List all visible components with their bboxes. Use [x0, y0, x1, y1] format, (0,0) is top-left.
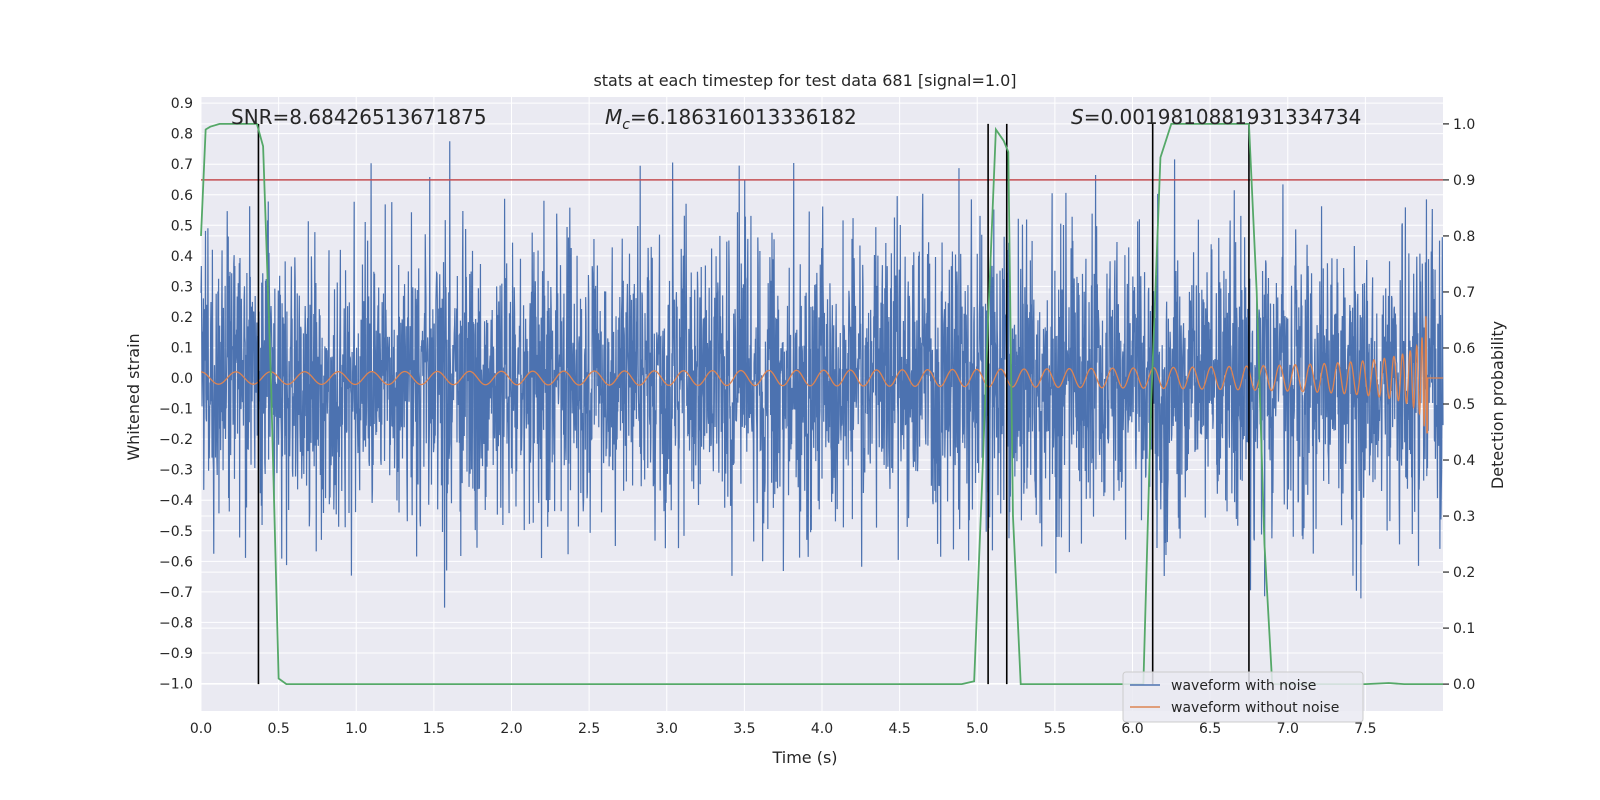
mc-subscript: c [622, 117, 630, 133]
y2-tick-label: 0.6 [1453, 341, 1475, 357]
y-tick-label: 0.4 [171, 249, 193, 265]
y2-tick-label: 0.1 [1453, 621, 1475, 637]
y2-tick-label: 0.3 [1453, 509, 1475, 525]
y-axis-label: Whitened strain [124, 333, 143, 460]
x-tick-label: 5.0 [966, 721, 988, 737]
mc-value: =6.186316013336182 [630, 105, 857, 129]
chirp-mass-annotation: Mc=6.186316013336182 [605, 105, 857, 133]
x-tick-label: 0.5 [267, 721, 289, 737]
series-waveform-without-noise [201, 316, 1443, 434]
y2-axis-ticks: 1.0 0.9 0.8 0.7 0.6 0.5 0.4 0.3 0.2 0.1 0.0 [1443, 117, 1475, 693]
y2-tick-label: 0.0 [1453, 677, 1475, 693]
plot-content [200, 122, 1444, 686]
y-tick-label: 0.3 [171, 279, 193, 295]
y-tick-label: −0.1 [159, 402, 193, 418]
y2-tick-label: 0.8 [1453, 229, 1475, 245]
series-detection-probability [200, 122, 1443, 686]
y-axis-ticks: 0.9 0.8 0.7 0.6 0.5 0.4 0.3 0.2 0.1 0.0 −0.1 −0.2 −0… [159, 96, 193, 692]
y-tick-label: 0.0 [171, 371, 193, 387]
mc-symbol: M [605, 105, 622, 129]
s-annotation: S=0.0019810881931334734 [1071, 105, 1361, 129]
legend: waveform with noise waveform without noi… [1122, 671, 1364, 723]
y-tick-label: −0.8 [159, 615, 193, 631]
x-tick-label: 5.5 [1044, 721, 1066, 737]
x-tick-label: 4.5 [888, 721, 910, 737]
y2-tick-label: 1.0 [1453, 117, 1475, 133]
y-tick-label: −0.6 [159, 554, 193, 570]
x-tick-label: 2.5 [578, 721, 600, 737]
s-value: =0.0019810881931334734 [1084, 105, 1362, 129]
x-tick-label: 7.0 [1277, 721, 1299, 737]
y-tick-label: 0.6 [171, 188, 193, 204]
y-tick-label: −0.5 [159, 524, 193, 540]
series-waveform-with-noise [200, 141, 1444, 608]
y-tick-label: −0.3 [159, 463, 193, 479]
y-tick-label: 0.8 [171, 127, 193, 143]
x-tick-label: 2.0 [500, 721, 522, 737]
y-tick-label: −1.0 [159, 677, 193, 693]
y2-tick-label: 0.7 [1453, 285, 1475, 301]
y-tick-label: 0.1 [171, 340, 193, 356]
legend-box [1122, 671, 1364, 723]
vertical-lines [257, 123, 1250, 685]
y-tick-label: −0.2 [159, 432, 193, 448]
y-tick-label: 0.7 [171, 157, 193, 173]
y2-tick-label: 0.9 [1453, 173, 1475, 189]
x-tick-label: 6.0 [1121, 721, 1143, 737]
y-tick-label: 0.9 [171, 96, 193, 112]
x-tick-label: 4.0 [811, 721, 833, 737]
y-tick-label: −0.4 [159, 493, 193, 509]
x-tick-label: 6.5 [1199, 721, 1221, 737]
x-axis-ticks: 0.0 0.5 1.0 1.5 2.0 2.5 3.0 3.5 4.0 4.5 5.0 5.5 6.0 6… [190, 721, 1377, 737]
x-tick-label: 7.5 [1354, 721, 1376, 737]
s-symbol: S [1071, 105, 1084, 129]
x-tick-label: 3.0 [656, 721, 678, 737]
y-tick-label: −0.7 [159, 585, 193, 601]
y-tick-label: −0.9 [159, 646, 193, 662]
x-tick-label: 0.0 [190, 721, 212, 737]
x-tick-label: 3.5 [733, 721, 755, 737]
x-axis-label: Time (s) [771, 748, 837, 767]
y2-tick-label: 0.5 [1453, 397, 1475, 413]
y-tick-label: 0.5 [171, 218, 193, 234]
y2-tick-label: 0.2 [1453, 565, 1475, 581]
y2-tick-label: 0.4 [1453, 453, 1475, 469]
x-tick-label: 1.5 [423, 721, 445, 737]
y2-axis-label: Detection probability [1488, 321, 1507, 489]
y-tick-label: 0.2 [171, 310, 193, 326]
x-tick-label: 1.0 [345, 721, 367, 737]
chart-title: stats at each timestep for test data 681… [593, 71, 1016, 90]
legend-entry-noise: waveform with noise [1171, 678, 1316, 694]
legend-entry-clean: waveform without noise [1171, 700, 1339, 716]
snr-annotation: SNR=8.68426513671875 [231, 105, 487, 129]
